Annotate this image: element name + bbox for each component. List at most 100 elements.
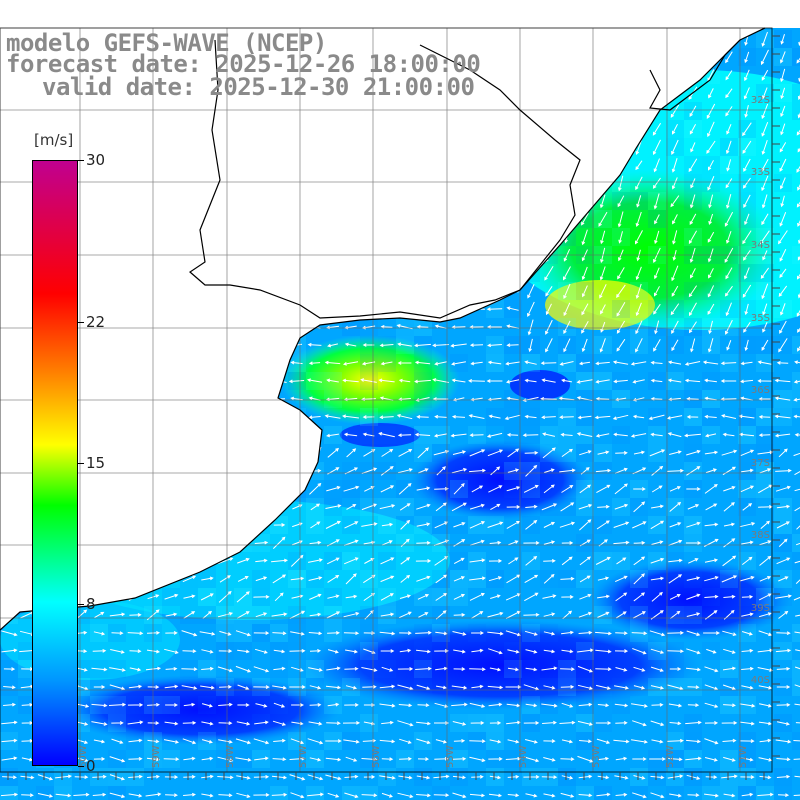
wind-arrow	[398, 127, 411, 131]
wind-arrow	[633, 592, 646, 602]
wind-arrow	[219, 397, 231, 402]
wind-arrow	[486, 432, 503, 438]
wind-arrow	[234, 127, 251, 132]
wind-arrow	[775, 739, 792, 744]
wind-arrow	[649, 449, 666, 457]
wind-arrow	[344, 289, 357, 293]
longitude-label: 56W	[371, 745, 382, 768]
wind-arrow	[741, 648, 754, 653]
wind-arrow	[760, 230, 770, 245]
wind-arrow	[613, 540, 630, 545]
wind-arrow	[632, 757, 647, 761]
wind-arrow	[183, 756, 196, 761]
wind-arrow	[505, 270, 520, 275]
wind-arrow	[308, 631, 323, 636]
wind-arrow	[525, 555, 538, 566]
wind-arrow	[704, 414, 717, 419]
wind-arrow	[780, 51, 786, 64]
wind-arrow	[704, 558, 719, 563]
wind-arrow	[635, 230, 643, 245]
wind-arrow	[576, 379, 593, 384]
wind-arrow	[630, 361, 647, 366]
wind-arrow	[707, 285, 715, 298]
wind-arrow	[725, 267, 733, 280]
wind-arrow	[596, 738, 611, 744]
wind-arrow	[795, 649, 800, 654]
wind-arrow	[560, 757, 575, 762]
wind-arrow	[524, 360, 537, 365]
wind-arrow	[618, 175, 624, 192]
wind-arrow	[128, 163, 141, 168]
wind-arrow	[416, 684, 431, 690]
wind-arrow	[775, 485, 791, 492]
wind-arrow	[220, 538, 231, 547]
wind-arrow	[326, 433, 339, 438]
wind-arrow	[543, 540, 556, 545]
wind-arrow	[742, 140, 752, 154]
wind-arrow	[346, 448, 357, 458]
wind-arrow	[255, 558, 268, 563]
wind-arrow	[450, 36, 467, 42]
wind-arrow	[545, 50, 552, 64]
wind-arrow	[543, 649, 556, 654]
wind-arrow	[595, 721, 612, 725]
wind-arrow	[545, 68, 552, 83]
wind-arrow	[308, 667, 323, 672]
wind-arrow	[722, 738, 737, 743]
wind-arrow	[307, 342, 322, 347]
wind-arrow	[706, 140, 716, 154]
wind-arrow	[108, 379, 125, 383]
wind-arrow	[631, 703, 648, 708]
wind-arrow	[397, 270, 412, 275]
wind-arrow	[650, 775, 665, 780]
wind-arrow	[761, 139, 768, 155]
wind-arrow	[744, 303, 749, 316]
longitude-labels: 60W 59W 58W 57W 56W 55W 54W 53W 52W 51W	[78, 745, 749, 768]
wind-arrow	[796, 157, 800, 173]
wind-arrow	[686, 521, 701, 528]
wind-arrow	[669, 721, 682, 726]
wind-arrow	[597, 703, 610, 708]
wind-arrow	[524, 450, 539, 455]
wind-arrow	[725, 106, 733, 117]
coastline	[0, 27, 766, 631]
colorbar-tick-label: 0	[86, 757, 96, 775]
wind-arrow	[274, 592, 284, 602]
wind-arrow	[111, 738, 124, 744]
wind-arrow	[400, 574, 411, 583]
wind-arrow	[721, 774, 738, 779]
wind-arrow	[489, 775, 502, 780]
wind-arrow	[417, 447, 429, 459]
wind-arrow	[507, 739, 520, 744]
wind-arrow	[704, 757, 718, 762]
wind-arrow	[741, 685, 754, 690]
wind-arrow	[614, 467, 628, 474]
wind-arrow	[0, 342, 17, 347]
wind-arrow	[20, 217, 33, 222]
wind-arrow	[128, 433, 141, 437]
wind-arrow	[163, 234, 179, 239]
wind-arrow	[741, 468, 754, 473]
wind-arrow	[182, 343, 195, 348]
wind-arrow	[180, 126, 197, 132]
wind-arrow	[307, 774, 324, 781]
wind-arrow	[506, 343, 519, 348]
wind-arrow	[487, 611, 504, 618]
wind-arrow	[794, 684, 800, 691]
wind-arrow	[289, 414, 304, 419]
wind-arrow	[1, 738, 18, 743]
wind-arrow	[545, 87, 553, 100]
wind-arrow	[1, 216, 16, 221]
wind-arrow	[1, 612, 18, 617]
wind-arrow	[3, 414, 15, 419]
wind-arrow	[254, 271, 267, 276]
wind-arrow	[200, 540, 215, 546]
wind-arrow	[506, 72, 519, 77]
wind-arrow	[742, 230, 752, 245]
wind-arrow	[778, 610, 789, 619]
wind-arrow	[201, 485, 213, 493]
wind-arrow	[487, 631, 504, 636]
wind-arrow	[452, 199, 465, 203]
wind-arrow	[487, 55, 502, 60]
wind-arrow	[595, 361, 610, 366]
